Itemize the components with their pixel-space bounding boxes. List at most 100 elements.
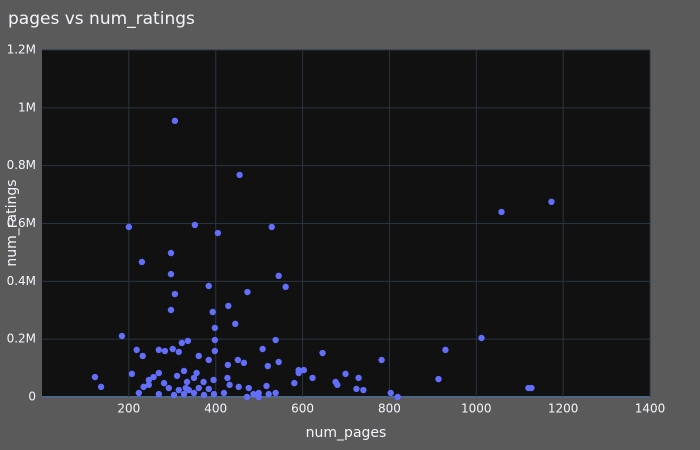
data-point: [224, 374, 231, 382]
data-point: [183, 378, 191, 386]
data-point: [275, 358, 282, 366]
data-point: [165, 384, 173, 392]
data-point: [161, 347, 169, 355]
data-point: [125, 223, 133, 231]
y-tick-label: 0.4M: [7, 274, 36, 288]
data-point: [548, 198, 555, 206]
data-point: [295, 369, 302, 377]
data-point: [224, 361, 232, 369]
data-point: [232, 320, 239, 328]
data-point: [175, 348, 182, 356]
data-point: [178, 339, 186, 347]
data-point: [180, 367, 188, 375]
data-point: [291, 379, 298, 387]
data-point: [173, 372, 181, 380]
data-point: [169, 345, 176, 353]
y-axis-title: num_ratings: [4, 179, 20, 266]
data-point: [155, 346, 163, 354]
data-point: [353, 385, 360, 393]
data-point: [263, 382, 270, 390]
data-point: [334, 381, 341, 389]
data-point: [195, 384, 202, 392]
data-point: [272, 336, 279, 344]
data-point: [184, 337, 192, 345]
x-tick-label: 400: [204, 402, 227, 416]
data-point: [300, 366, 308, 374]
data-point: [244, 288, 251, 296]
data-point: [145, 376, 153, 384]
data-point: [180, 390, 188, 398]
data-point: [167, 249, 175, 257]
data-point: [91, 373, 99, 381]
y-tick-label: 0.6M: [7, 216, 36, 230]
data-point: [259, 345, 266, 353]
data-point: [240, 359, 248, 367]
data-point: [205, 282, 212, 290]
data-point: [319, 349, 326, 357]
data-point: [265, 390, 272, 398]
data-point: [275, 272, 282, 280]
data-point: [205, 385, 212, 393]
data-point: [190, 374, 198, 382]
data-point: [255, 393, 262, 401]
data-point: [191, 221, 199, 229]
data-point: [394, 393, 401, 401]
data-point: [210, 376, 217, 384]
data-point: [236, 171, 243, 179]
data-point: [138, 258, 146, 266]
data-point: [214, 229, 222, 237]
x-axis-title: num_pages: [306, 425, 387, 441]
data-point: [309, 374, 316, 382]
y-tick-label: 0: [28, 390, 36, 404]
data-point: [435, 375, 442, 383]
data-point: [211, 336, 219, 344]
data-point: [205, 356, 212, 364]
data-point: [155, 369, 163, 377]
data-point: [175, 386, 182, 394]
data-point: [478, 334, 485, 342]
data-point: [150, 373, 157, 381]
data-point: [211, 347, 219, 355]
data-point: [171, 117, 179, 125]
data-point: [135, 389, 143, 397]
data-point: [225, 302, 232, 310]
data-point: [342, 370, 349, 378]
data-point: [498, 208, 505, 216]
data-point: [145, 381, 153, 389]
data-point: [528, 384, 535, 392]
data-point: [167, 270, 175, 278]
data-point: [264, 362, 272, 370]
y-tick-label: 0.8M: [7, 158, 36, 172]
data-point: [250, 390, 257, 398]
data-point: [282, 283, 289, 291]
data-point: [200, 378, 207, 386]
x-tick-label: 600: [291, 402, 314, 416]
data-point: [97, 383, 105, 391]
data-point: [209, 308, 216, 316]
data-point: [140, 383, 147, 391]
y-tick-label: 0.2M: [7, 332, 36, 346]
data-point: [155, 390, 163, 398]
x-tick-label: 1200: [548, 402, 579, 416]
data-point: [171, 290, 179, 298]
data-point: [210, 390, 218, 398]
x-tick-label: 1400: [635, 402, 666, 416]
chart-title: pages vs num_ratings: [8, 9, 195, 29]
data-point: [118, 332, 126, 340]
data-point: [220, 389, 228, 397]
data-point: [360, 386, 367, 394]
x-tick-label: 1000: [461, 402, 492, 416]
x-tick-label: 200: [117, 402, 140, 416]
data-point: [226, 381, 233, 389]
data-point: [235, 383, 242, 391]
data-point: [268, 223, 275, 231]
data-point: [139, 352, 146, 360]
data-point: [272, 389, 279, 397]
data-point: [195, 352, 202, 360]
data-point: [355, 374, 362, 382]
data-point: [185, 386, 192, 394]
data-point: [442, 346, 449, 354]
data-point: [167, 306, 175, 314]
